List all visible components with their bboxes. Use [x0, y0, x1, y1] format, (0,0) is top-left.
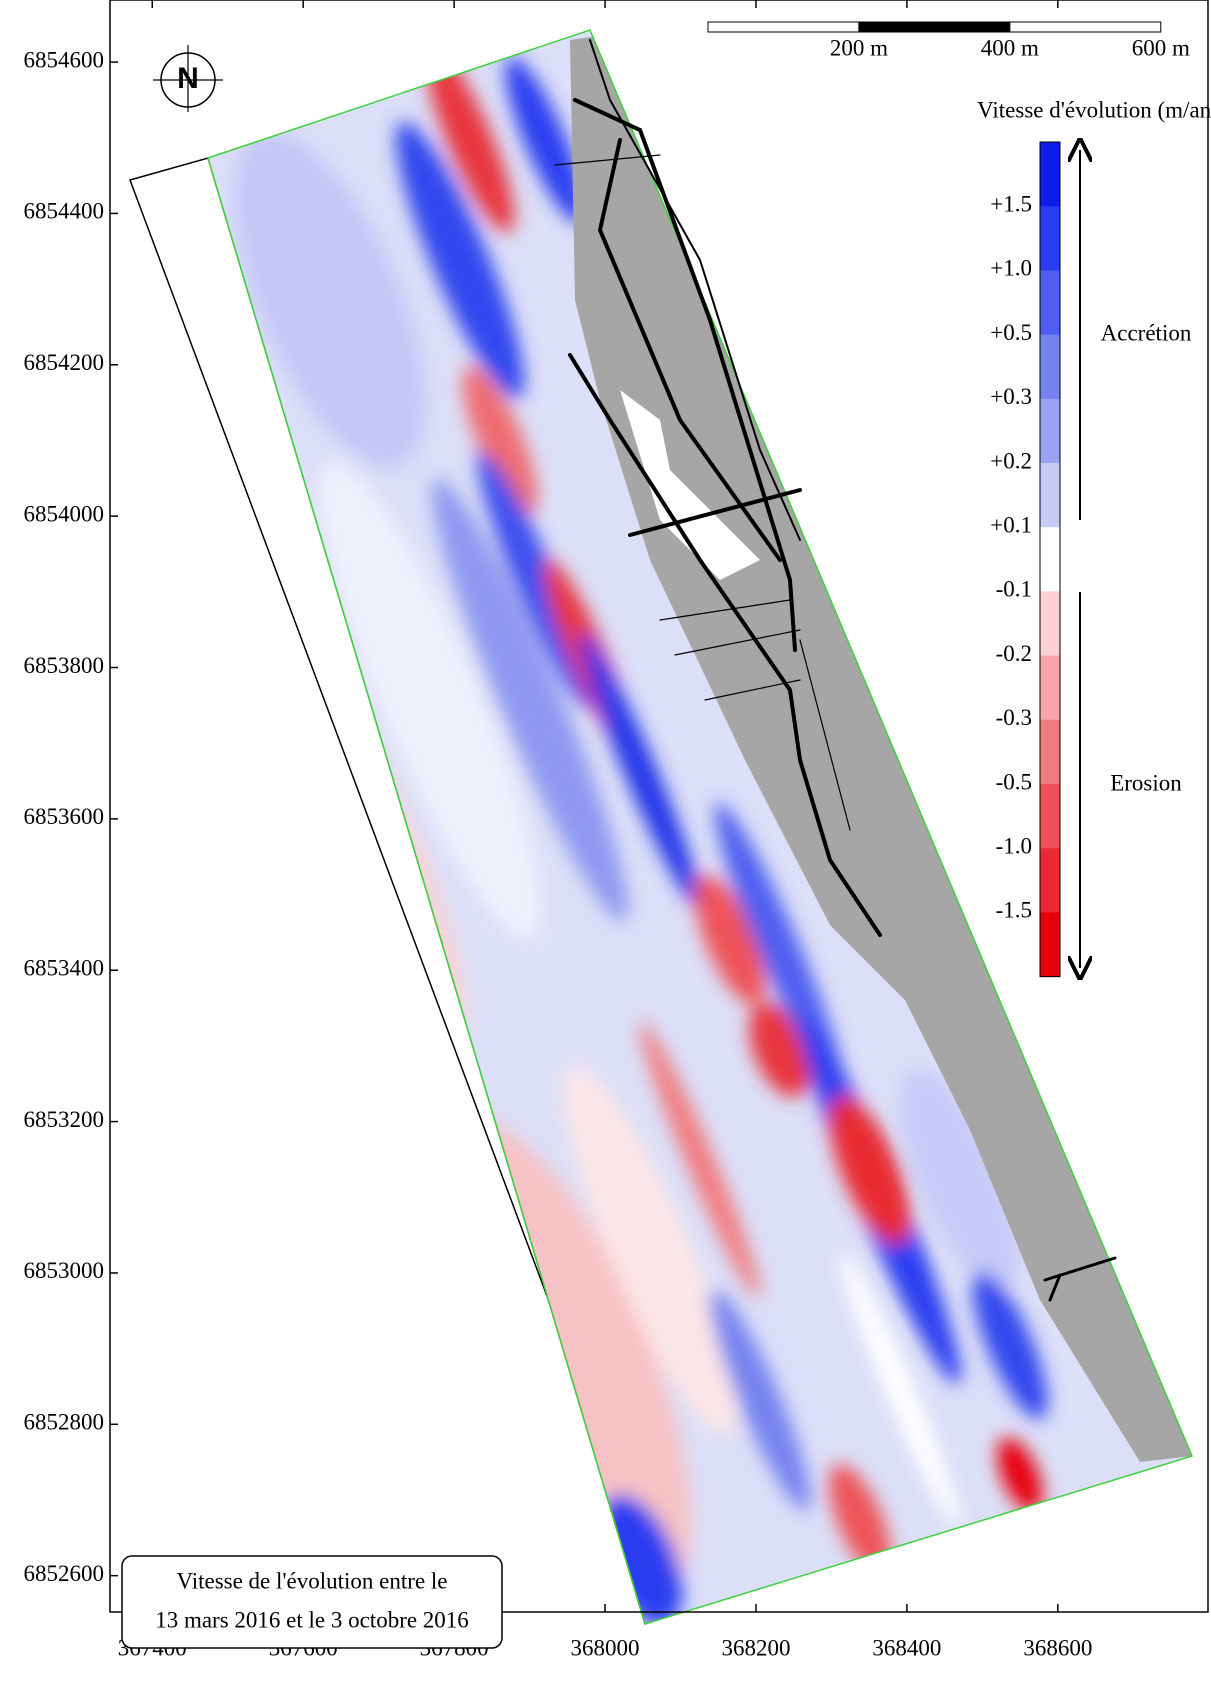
x-tick-label: 368400: [872, 1635, 941, 1660]
legend-break-label: +0.3: [990, 384, 1032, 409]
legend-band: [1040, 912, 1060, 977]
caption-line: 13 mars 2016 et le 3 octobre 2016: [155, 1607, 469, 1632]
y-tick-label: 6854200: [24, 350, 105, 375]
caption: Vitesse de l'évolution entre le 13 mars …: [122, 1556, 502, 1648]
legend-band: [1040, 335, 1060, 400]
north-arrow: N: [153, 45, 223, 112]
legend-band: [1040, 527, 1060, 592]
y-tick-label: 6854000: [24, 501, 105, 526]
legend-break-label: -0.1: [996, 577, 1032, 602]
legend-break-label: +1.5: [990, 191, 1032, 216]
legend-title: Vitesse d'évolution (m/an): [977, 97, 1211, 122]
legend-band: [1040, 591, 1060, 656]
legend-band: [1040, 270, 1060, 335]
erosion-label: Erosion: [1110, 770, 1182, 795]
scale-segment: [1010, 22, 1161, 32]
y-tick-label: 6852600: [24, 1561, 105, 1586]
y-tick-label: 6852800: [24, 1410, 105, 1435]
legend: Vitesse d'évolution (m/an) Accrétion Ero…: [977, 97, 1211, 977]
legend-band: [1040, 142, 1060, 207]
scale-label: 400 m: [981, 35, 1039, 60]
legend-break-label: +1.0: [990, 256, 1032, 281]
y-tick-label: 6853000: [24, 1258, 105, 1283]
x-tick-label: 368000: [571, 1635, 640, 1660]
legend-band: [1040, 463, 1060, 528]
legend-break-label: +0.5: [990, 320, 1032, 345]
scale-segment: [708, 22, 859, 32]
caption-line: Vitesse de l'évolution entre le: [176, 1568, 447, 1593]
north-label: N: [177, 62, 199, 95]
legend-band: [1040, 784, 1060, 849]
legend-break-label: +0.2: [990, 448, 1032, 473]
legend-band: [1040, 720, 1060, 785]
legend-break-label: -0.5: [996, 769, 1032, 794]
y-tick-label: 6853200: [24, 1107, 105, 1132]
legend-break-label: -1.5: [996, 898, 1032, 923]
y-tick-label: 6854400: [24, 199, 105, 224]
scale-label: 200 m: [830, 35, 888, 60]
accretion-label: Accrétion: [1101, 320, 1192, 345]
scale-segment: [859, 22, 1010, 32]
legend-break-label: -1.0: [996, 833, 1032, 858]
legend-band: [1040, 848, 1060, 913]
y-tick-label: 6853800: [24, 653, 105, 678]
scale-bar: 200 m 400 m 600 m: [708, 22, 1190, 60]
legend-break-label: -0.2: [996, 641, 1032, 666]
scale-label: 600 m: [1132, 35, 1190, 60]
y-tick-label: 6854600: [24, 47, 105, 72]
y-tick-label: 6853600: [24, 804, 105, 829]
legend-break-label: -0.3: [996, 705, 1032, 730]
legend-band: [1040, 399, 1060, 464]
map-figure: 3674003676003678003680003682003684003686…: [0, 0, 1211, 1695]
y-tick-label: 6853400: [24, 956, 105, 981]
legend-band: [1040, 656, 1060, 721]
page: { "map": { "xlim": [367344, 368799], "yl…: [0, 0, 1211, 1695]
legend-break-label: +0.1: [990, 512, 1032, 537]
legend-band: [1040, 206, 1060, 271]
x-tick-label: 368600: [1023, 1635, 1092, 1660]
x-tick-label: 368200: [721, 1635, 790, 1660]
